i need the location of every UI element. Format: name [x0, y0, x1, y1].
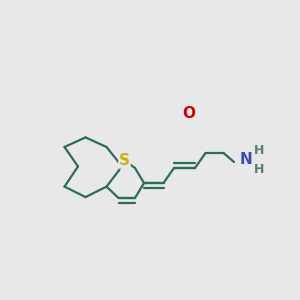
- Text: N: N: [240, 152, 252, 166]
- Text: H: H: [254, 163, 264, 176]
- Text: O: O: [182, 106, 196, 122]
- Text: H: H: [254, 143, 264, 157]
- Text: S: S: [119, 153, 130, 168]
